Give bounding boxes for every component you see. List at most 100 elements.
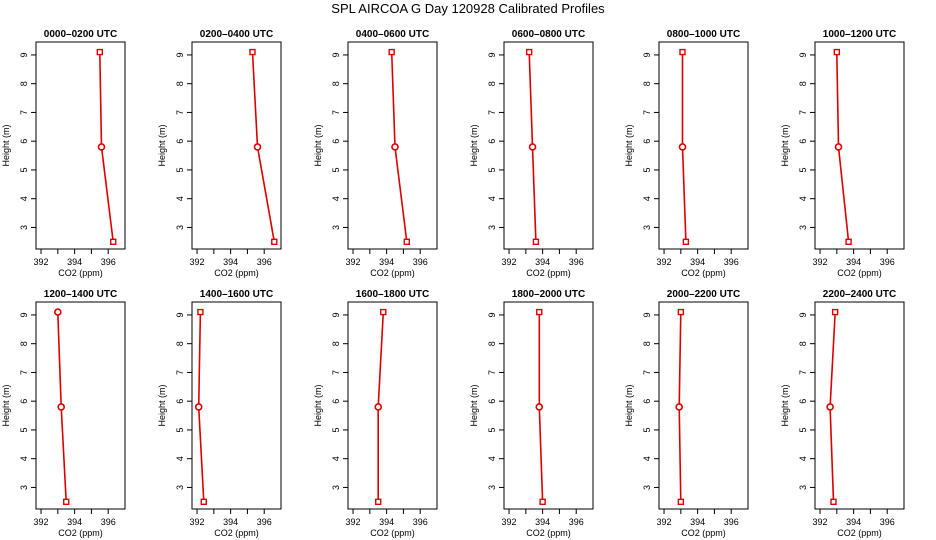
x-tick-label: 394 <box>846 517 861 527</box>
plot-frame <box>35 41 126 250</box>
data-point <box>63 498 70 506</box>
y-tick-label: 8 <box>175 81 185 86</box>
x-tick-label: 396 <box>257 517 272 527</box>
x-tick-label: 392 <box>657 517 672 527</box>
x-tick-label: 394 <box>379 257 394 267</box>
x-tick-label: 392 <box>813 257 828 267</box>
y-tick-label: 6 <box>798 139 808 144</box>
y-tick-label: 4 <box>798 456 808 461</box>
y-tick-label: 3 <box>19 485 29 490</box>
y-tick-label: 6 <box>642 399 652 404</box>
data-point <box>528 143 537 151</box>
y-tick-label: 7 <box>798 370 808 375</box>
data-point <box>249 48 256 56</box>
x-axis-label: CO2 (ppm) <box>526 268 571 278</box>
y-tick-label: 5 <box>798 167 808 172</box>
y-axis-label: Height (m) <box>1 384 11 426</box>
y-tick-label: 5 <box>19 167 29 172</box>
panel-title: 1400–1600 UTC <box>200 289 273 300</box>
y-tick-label: 7 <box>487 370 497 375</box>
y-tick-label: 6 <box>642 139 652 144</box>
y-tick-label: 7 <box>642 370 652 375</box>
x-tick-label: 396 <box>880 257 895 267</box>
plot-frame <box>503 41 594 250</box>
y-tick-label: 5 <box>642 427 652 432</box>
data-point <box>677 308 685 316</box>
data-point <box>374 403 383 411</box>
y-tick-label: 5 <box>331 427 341 432</box>
y-tick-label: 7 <box>642 110 652 115</box>
data-point <box>194 403 203 411</box>
chart-panel-7: 1200–1400 UTC 392 394 396 3 4 5 6 7 8 9 CO2 (ppm) He… <box>1 289 126 538</box>
x-axis-label: CO2 (ppm) <box>58 528 103 538</box>
x-tick-label: 394 <box>379 517 394 527</box>
x-tick-label: 394 <box>223 517 238 527</box>
x-tick-label: 394 <box>690 257 705 267</box>
x-tick-label: 392 <box>813 517 828 527</box>
x-tick-label: 392 <box>34 257 49 267</box>
chart-panel-2: 0200–0400 UTC 392 394 396 3 4 5 6 7 8 9 CO2 (ppm) He… <box>157 29 282 278</box>
data-point <box>682 238 690 246</box>
y-tick-label: 8 <box>175 341 185 346</box>
data-point <box>197 308 204 316</box>
y-tick-label: 4 <box>487 456 497 461</box>
y-tick-label: 9 <box>19 312 29 317</box>
x-tick-label: 392 <box>190 517 205 527</box>
panel-title: 0800–1000 UTC <box>667 29 740 40</box>
data-point <box>96 48 104 56</box>
x-tick-label: 394 <box>223 257 238 267</box>
y-tick-label: 7 <box>331 370 341 375</box>
panel-title: 1600–1800 UTC <box>356 289 429 300</box>
x-axis-label: CO2 (ppm) <box>370 528 415 538</box>
y-tick-label: 8 <box>19 81 29 86</box>
y-tick-label: 6 <box>19 139 29 144</box>
x-tick-label: 396 <box>569 257 584 267</box>
y-tick-label: 6 <box>798 399 808 404</box>
plot-frame <box>503 301 594 510</box>
y-tick-label: 6 <box>175 399 185 404</box>
y-tick-label: 9 <box>331 312 341 317</box>
data-point <box>679 48 686 56</box>
y-tick-label: 4 <box>175 196 185 201</box>
data-point <box>271 238 278 246</box>
y-tick-label: 7 <box>175 110 185 115</box>
y-tick-label: 5 <box>798 427 808 432</box>
y-axis-label: Height (m) <box>313 384 323 426</box>
y-tick-label: 6 <box>175 139 185 144</box>
x-axis-label: CO2 (ppm) <box>837 528 882 538</box>
chart-panel-5: 0800–1000 UTC 392 394 396 3 4 5 6 7 8 9 CO2 (ppm) He… <box>624 29 749 278</box>
panel-title: 1000–1200 UTC <box>823 29 896 40</box>
y-axis-label: Height (m) <box>780 384 790 426</box>
y-axis-label: Height (m) <box>624 124 634 166</box>
data-point <box>539 498 546 506</box>
y-tick-label: 7 <box>19 110 29 115</box>
y-tick-label: 3 <box>487 485 497 490</box>
y-tick-label: 4 <box>331 196 341 201</box>
chart-panel-6: 1000–1200 UTC 392 394 396 3 4 5 6 7 8 9 CO2 (ppm) He… <box>780 29 905 278</box>
y-tick-label: 5 <box>19 427 29 432</box>
x-tick-label: 394 <box>67 257 82 267</box>
data-point <box>826 403 834 411</box>
y-tick-label: 7 <box>175 370 185 375</box>
x-tick-label: 396 <box>413 517 428 527</box>
data-point <box>388 48 395 56</box>
panel-title: 0600–0800 UTC <box>512 29 585 40</box>
data-point <box>536 308 543 316</box>
y-tick-label: 5 <box>175 167 185 172</box>
x-tick-label: 392 <box>657 257 672 267</box>
plot-frame <box>814 41 905 250</box>
y-tick-label: 3 <box>19 225 29 230</box>
x-axis-label: CO2 (ppm) <box>681 528 726 538</box>
panel-title: 0400–0600 UTC <box>356 29 429 40</box>
data-point <box>677 498 685 506</box>
x-tick-label: 392 <box>34 517 49 527</box>
data-point <box>200 498 207 506</box>
data-point <box>57 403 65 411</box>
x-tick-label: 394 <box>535 517 550 527</box>
y-tick-label: 5 <box>331 167 341 172</box>
panel-title: 2200–2400 UTC <box>823 289 896 300</box>
x-axis-label: CO2 (ppm) <box>526 528 571 538</box>
y-tick-label: 9 <box>175 312 185 317</box>
panel-title: 2000–2200 UTC <box>667 289 740 300</box>
x-axis-label: CO2 (ppm) <box>681 268 726 278</box>
